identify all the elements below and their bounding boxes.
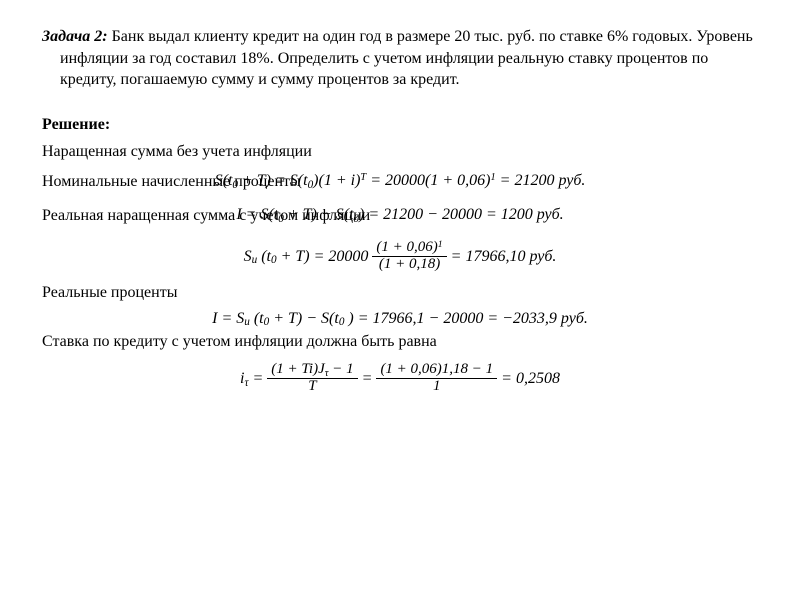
equation-4-wrap: I = Su (t0 + T) − S(t0 ) = 17966,1 − 200… (42, 310, 758, 328)
problem-label: Задача 2: (42, 28, 108, 45)
equation-3-fraction: (1 + 0,06)1 (1 + 0,18) (372, 240, 446, 273)
equation-5-fraction-1: (1 + Ti)Jτ − 1 T (267, 362, 357, 395)
overlay-nominal: S(t0 + T) = S(t0)(1 + i)T = 20000(1 + 0,… (42, 172, 758, 198)
overlay-real-accrued: I = S(t0 + T) − S(t0) = 21200 − 20000 = … (42, 206, 758, 232)
line-rate-with-inflation: Ставка по кредиту с учетом инфляции долж… (42, 332, 758, 353)
line-real-accrued: Реальная наращенная сумма с учетом инфля… (42, 207, 370, 224)
equation-3: Su (t0 + T) = 20000 (1 + 0,06)1 (1 + 0,1… (42, 240, 758, 273)
problem-statement: Задача 2: Банк выдал клиенту кредит на о… (42, 26, 758, 91)
equation-4: I = Su (t0 + T) − S(t0 ) = 17966,1 − 200… (212, 310, 588, 327)
slide: Задача 2: Банк выдал клиенту кредит на о… (0, 0, 800, 395)
line-accrued-no-inflation: Наращенная сумма без учета инфляции (42, 142, 758, 163)
line-nominal-interest: Номинальные начисленные проценты (42, 173, 301, 190)
equation-5: iτ = (1 + Ti)Jτ − 1 T = (1 + 0,06)1,18 −… (42, 362, 758, 395)
line-real-interest: Реальные проценты (42, 283, 758, 304)
solution-heading: Решение: (42, 115, 758, 136)
problem-text: Банк выдал клиенту кредит на один год в … (60, 28, 753, 88)
equation-5-fraction-2: (1 + 0,06)1,18 − 1 1 (376, 362, 497, 395)
